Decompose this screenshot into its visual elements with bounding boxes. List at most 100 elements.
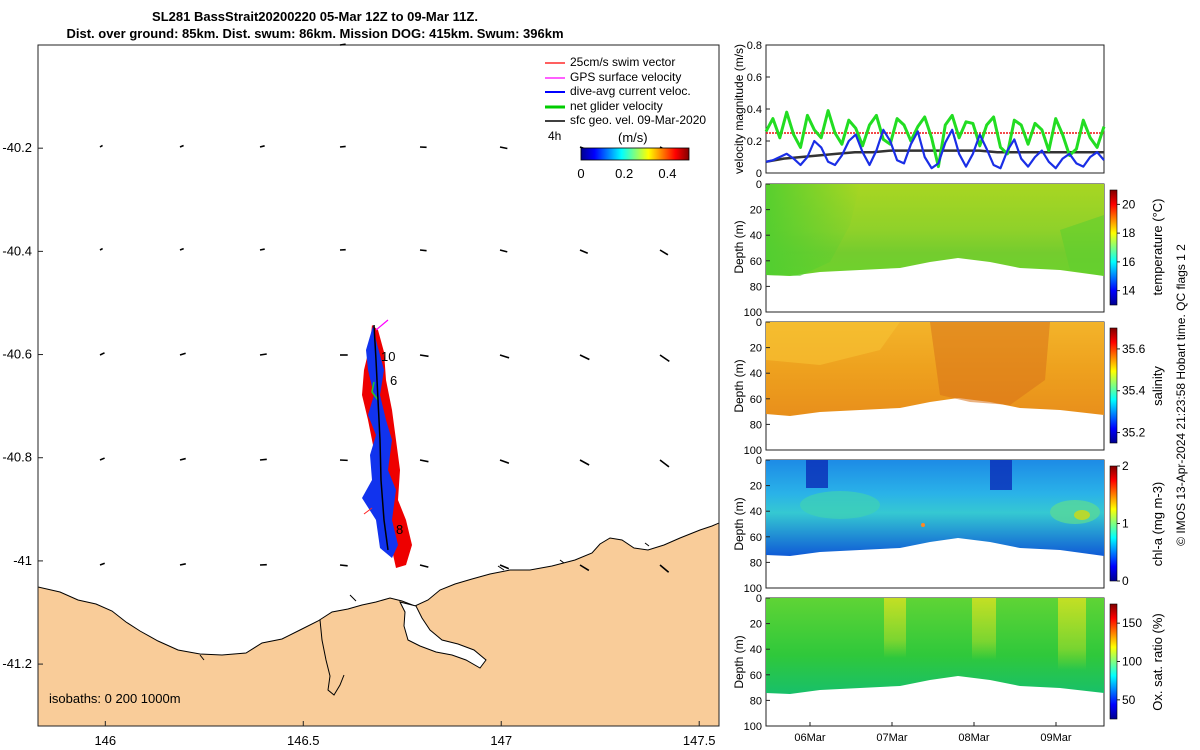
geo-velocity-arrow <box>419 459 429 463</box>
legend-current-label: dive-avg current veloc. <box>570 84 691 98</box>
salinity-panel: 0 20 40 60 80 100 Depth (m) 35.2 35.4 35.6 sali… <box>732 317 1165 457</box>
depth-tick-label: 20 <box>750 481 762 493</box>
depth-tick-label: 0 <box>756 455 762 467</box>
colorbar-tick-label: 16 <box>1122 255 1136 269</box>
map-y-tick-label: -41 <box>13 553 32 568</box>
geo-velocity-arrow <box>259 353 267 356</box>
geo-velocity-arrow <box>579 564 590 572</box>
chlorophyll-y-ticks: 0 20 40 60 80 100 <box>744 455 770 595</box>
colorbar-tick-label: 50 <box>1122 693 1136 707</box>
colorbar-tick-label: 2 <box>1122 459 1129 473</box>
depth-tick-label: 80 <box>750 695 762 707</box>
figure-title-line1: SL281 BassStrait20200220 05-Mar 12Z to 0… <box>152 9 478 24</box>
map-y-tick-label: -40.2 <box>2 140 32 155</box>
depth-tick-label: 60 <box>750 670 762 682</box>
glider-track <box>362 319 412 568</box>
map-x-tick-label: 146.5 <box>287 733 320 748</box>
depth-tick-label: 0 <box>756 593 762 605</box>
chlorophyll-outlier <box>921 523 925 527</box>
geo-velocity-arrow <box>179 563 186 566</box>
gps-surface-velocity-arrow <box>375 319 389 331</box>
geo-velocity-arrow <box>179 352 186 356</box>
chlorophyll-max <box>1074 510 1090 520</box>
chlorophyll-patch-1 <box>800 491 880 519</box>
colorbar-tick-label: 35.6 <box>1122 342 1146 356</box>
speed-colorbar-tick: 0.2 <box>615 166 633 181</box>
oxygen-field <box>766 598 1104 694</box>
geo-velocity-arrow <box>259 248 265 251</box>
colorbar-tick-label: 20 <box>1122 197 1136 211</box>
chlorophyll-field <box>766 460 1104 556</box>
geo-velocity-arrow <box>499 564 510 570</box>
colorbar-tick-label: 100 <box>1122 655 1142 669</box>
salinity-ylabel: Depth (m) <box>732 359 746 412</box>
map-panel: 10 6 8 146 146.5 147 147.5 -40.2-40.4-40.6-… <box>2 43 720 748</box>
time-tick-label: 07Mar <box>876 732 908 744</box>
legend-4h-label: 4h <box>548 129 561 143</box>
velocity-panel: 0 0.2 0.4 0.6 0.8 velocity magnitude (m/s) <box>732 40 1106 180</box>
geo-velocity-arrow <box>659 354 670 363</box>
geo-velocity-arrow <box>99 247 104 251</box>
depth-tick-label: 20 <box>750 619 762 631</box>
depth-tick-label: 20 <box>750 205 762 217</box>
colorbar-tick-label: 1 <box>1122 517 1129 531</box>
map-y-tick-label: -40.6 <box>2 347 32 362</box>
velocity-series-dive-avg-current <box>765 128 1105 170</box>
colorbar-tick-label: 35.2 <box>1122 426 1146 440</box>
geo-velocity-arrow <box>339 564 348 567</box>
oxygen-clabel: Ox. sat. ratio (%) <box>1150 613 1165 711</box>
velocity-tick-label: 0.2 <box>747 136 762 148</box>
geo-velocity-arrow <box>499 459 510 465</box>
oxygen-panel: 0 20 40 60 80 100 Depth (m) 50 100 150 Ox. sat.… <box>732 593 1165 744</box>
copyright-footer: © IMOS 13-Apr-2024 21:23:58 Hobart time.… <box>1174 244 1188 546</box>
salinity-y-ticks: 0 20 40 60 80 100 <box>744 317 770 457</box>
geo-velocity-arrow <box>339 145 346 148</box>
depth-tick-label: 80 <box>750 281 762 293</box>
colorbar-tick-label: 150 <box>1122 616 1142 630</box>
geo-velocity-arrow <box>659 249 669 256</box>
depth-tick-label: 40 <box>750 230 762 242</box>
depth-tick-label: 60 <box>750 532 762 544</box>
map-y-tick-label: -41.2 <box>2 656 32 671</box>
depth-tick-label: 100 <box>744 583 762 595</box>
geo-velocity-arrow <box>99 457 105 461</box>
depth-tick-label: 20 <box>750 343 762 355</box>
depth-tick-label: 40 <box>750 644 762 656</box>
speed-colorbar-tick: 0.4 <box>658 166 676 181</box>
geo-velocity-arrow <box>179 247 184 251</box>
map-x-ticks: 146 146.5 147 147.5 <box>94 721 715 748</box>
legend-geo-label: sfc geo. vel. 09-Mar-2020 <box>570 113 706 127</box>
coast-islets <box>199 542 650 661</box>
legend-gps-label: GPS surface velocity <box>570 70 681 84</box>
map-x-tick-label: 147.5 <box>683 733 716 748</box>
speed-colorbar-label: (m/s) <box>618 130 648 145</box>
oxygen-ylabel: Depth (m) <box>732 635 746 688</box>
velocity-tick-label: 0 <box>756 168 762 180</box>
depth-tick-label: 60 <box>750 394 762 406</box>
geo-velocity-arrow <box>499 249 508 253</box>
depth-tick-label: 0 <box>756 179 762 191</box>
temperature-warm-layer <box>766 184 860 276</box>
geo-velocity-arrow <box>99 144 103 148</box>
chlorophyll-low-2 <box>990 460 1012 490</box>
oxygen-colorbar <box>1109 603 1118 720</box>
geo-velocity-arrow <box>179 144 184 148</box>
geo-velocity-arrow <box>579 249 589 255</box>
time-tick-label: 08Mar <box>958 732 990 744</box>
depth-tick-label: 80 <box>750 557 762 569</box>
temperature-ylabel: Depth (m) <box>732 220 746 273</box>
geo-velocity-arrow <box>659 564 670 573</box>
colorbar-tick-label: 18 <box>1122 226 1136 240</box>
velocity-series <box>764 109 1106 170</box>
colorbar-tick-label: 14 <box>1122 284 1136 298</box>
salinity-colorbar <box>1109 327 1118 444</box>
chlorophyll-clabel: chl-a (mg m-3) <box>1150 482 1165 567</box>
track-label-8: 8 <box>396 522 403 537</box>
swim-vector-arrow <box>363 507 373 515</box>
depth-tick-label: 100 <box>744 307 762 319</box>
map-y-ticks: -40.2 -40.4 -40.6 -40.8 -41 -41.2 <box>2 140 43 671</box>
oxygen-y-ticks: 0 20 40 60 80 100 <box>744 593 770 733</box>
geo-velocity-arrow <box>419 564 429 568</box>
legend-net-label: net glider velocity <box>570 99 663 113</box>
geo-velocity-arrow <box>579 354 590 361</box>
